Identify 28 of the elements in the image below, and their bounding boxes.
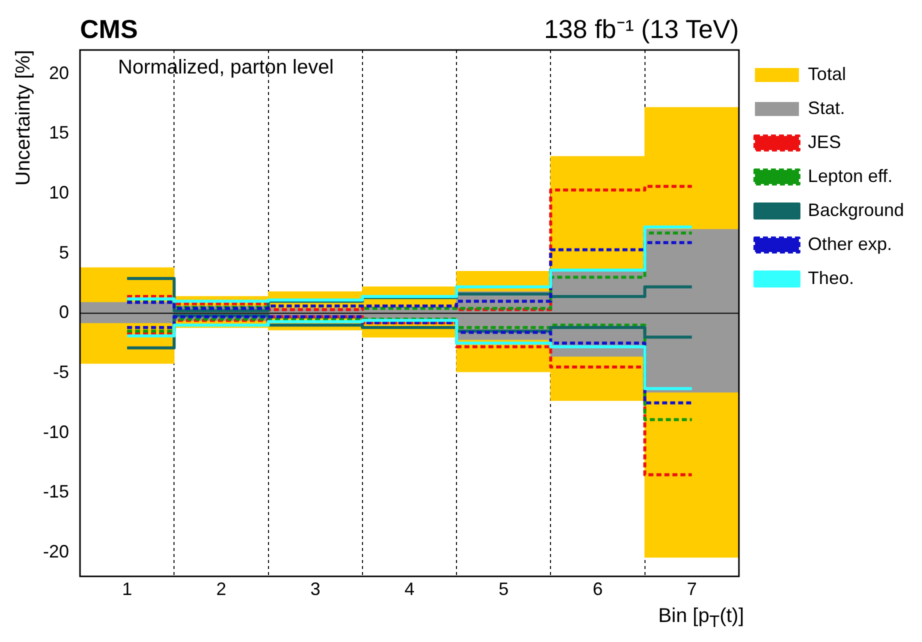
chart-title: CMS xyxy=(80,14,138,44)
y-tick-label: -5 xyxy=(53,362,70,382)
y-axis-title: Uncertainty [%] xyxy=(12,50,35,186)
x-tick-label: 4 xyxy=(404,579,414,600)
y-tick-label: 20 xyxy=(48,62,70,83)
legend-label: Stat. xyxy=(808,98,845,118)
x-tick-label: 1 xyxy=(122,579,132,600)
legend-label: Theo. xyxy=(808,268,854,288)
x-tick-label: 6 xyxy=(592,579,603,600)
y-tick-label: 0 xyxy=(59,302,70,322)
annotation: Normalized, parton level xyxy=(118,56,334,79)
y-tick-label: -20 xyxy=(43,541,70,562)
x-axis-title: Bin [p$_{T}$(t)] xyxy=(658,605,744,632)
chart-subtitle: 138 fb⁻¹ (13 TeV) xyxy=(544,14,739,44)
legend-label: JES xyxy=(808,132,841,152)
legend-label: Total xyxy=(808,64,846,84)
legend-label: Background xyxy=(808,200,904,220)
x-tick-label: 3 xyxy=(310,579,320,600)
x-tick-label: 2 xyxy=(216,579,226,600)
y-tick-label: -15 xyxy=(43,482,70,502)
y-tick-label: 10 xyxy=(48,182,70,203)
x-tick-label: 7 xyxy=(686,579,697,600)
x-tick-label: 5 xyxy=(498,579,509,600)
y-tick-label: 5 xyxy=(59,242,70,262)
legend-label: Lepton eff. xyxy=(808,166,893,186)
legend-label: Other exp. xyxy=(808,234,892,254)
y-tick-label: 15 xyxy=(48,122,70,143)
y-tick-label: -10 xyxy=(43,422,70,442)
